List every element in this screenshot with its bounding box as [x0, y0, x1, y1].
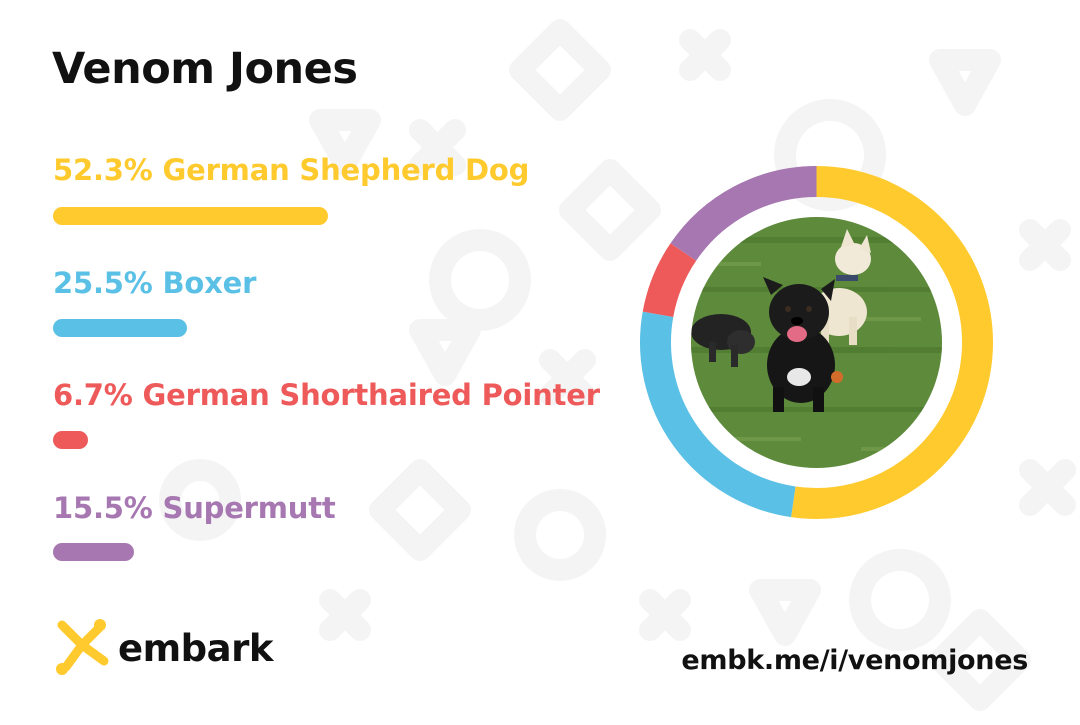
breed-label-german-shepherd-dog: 52.3% German Shepherd Dog: [53, 153, 530, 187]
donut-segment-2: [642, 243, 697, 318]
donut-segment-0: [791, 166, 993, 519]
breed-label-boxer: 25.5% Boxer: [53, 266, 257, 300]
breed-bar-boxer: [53, 319, 187, 337]
embark-logo-icon: [56, 619, 109, 675]
breed-bar-german-shepherd-dog: [53, 207, 328, 225]
share-link[interactable]: embk.me/i/venomjones: [681, 645, 1028, 676]
breed-label-supermutt: 15.5% Supermutt: [53, 491, 336, 525]
donut-segment-1: [640, 311, 796, 518]
dog-name-title: Venom Jones: [52, 44, 358, 94]
dog-photo: [691, 217, 942, 468]
breed-donut-chart: [640, 166, 993, 519]
embark-wordmark: embark: [118, 627, 273, 670]
dogs-on-grass-icon: [691, 217, 942, 468]
breed-label-german-shorthaired-pointer: 6.7% German Shorthaired Pointer: [53, 378, 600, 412]
breed-bar-supermutt: [53, 543, 135, 561]
breed-bar-german-shorthaired-pointer: [53, 431, 89, 449]
donut-segment-3: [670, 166, 817, 262]
embark-logo: embark: [52, 615, 292, 681]
